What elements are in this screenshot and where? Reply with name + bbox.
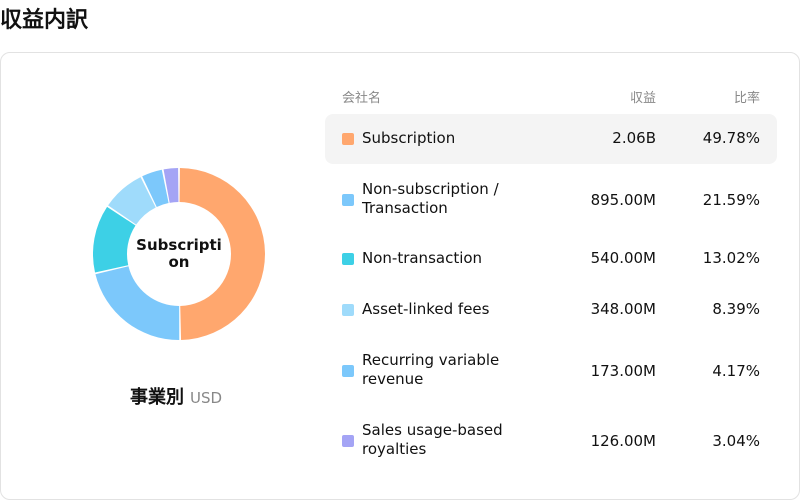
donut-slice-0[interactable] [179, 168, 265, 340]
legend-swatch [342, 365, 354, 377]
legend-swatch [342, 253, 354, 265]
row-percent: 3.04% [712, 432, 760, 450]
row-percent: 8.39% [712, 300, 760, 318]
donut-svg [93, 168, 265, 340]
donut-chart: Subscription [93, 165, 265, 343]
row-value: 2.06B [612, 129, 656, 147]
donut-slice-5[interactable] [163, 168, 179, 203]
donut-slice-2[interactable] [93, 206, 136, 273]
row-name: Recurring variable revenue [362, 351, 500, 388]
page-title: 収益内訳 [0, 8, 89, 33]
donut-center: Subscription [93, 165, 265, 343]
segment-label: 事業別 [129, 387, 184, 408]
header-revenue: 収益 [629, 91, 656, 106]
legend-swatch [342, 435, 354, 447]
donut-slice-3[interactable] [108, 177, 156, 225]
legend-swatch [342, 133, 354, 145]
currency-unit: USD [189, 389, 223, 407]
legend-swatch [342, 194, 354, 206]
table-row[interactable]: Recurring variable revenue 173.00M 4.17% [325, 345, 777, 397]
table-row[interactable]: Subscription 2.06B 49.78% [325, 114, 777, 164]
donut-slice-1[interactable] [95, 266, 180, 340]
row-name: Subscription [362, 129, 456, 147]
row-name: Asset-linked fees [362, 300, 490, 318]
row-value: 895.00M [590, 191, 656, 209]
table-row[interactable]: Non-transaction 540.00M 13.02% [325, 236, 777, 282]
row-value: 348.00M [590, 300, 656, 318]
row-value: 173.00M [590, 362, 656, 380]
row-percent: 21.59% [702, 191, 760, 209]
row-name: Non-transaction [362, 249, 483, 267]
header-ratio: 比率 [733, 91, 760, 106]
row-percent: 13.02% [702, 249, 760, 267]
donut-slice-4[interactable] [142, 169, 169, 208]
row-percent: 4.17% [712, 362, 760, 380]
revenue-table: 会社名 収益 比率 Subscription 2.06B 49.78% Non-… [325, 83, 777, 458]
header-company: 会社名 [342, 91, 382, 106]
row-name: Sales usage-based royalties [362, 421, 503, 458]
row-value: 126.00M [590, 432, 656, 450]
row-percent: 49.78% [702, 129, 760, 147]
row-value: 540.00M [590, 249, 656, 267]
table-row[interactable]: Asset-linked fees 348.00M 8.39% [325, 287, 777, 333]
revenue-breakdown-card: Subscription 事業別 USD 会社名 収益 比率 Subscripti… [0, 52, 800, 500]
legend-swatch [342, 304, 354, 316]
table-header: 会社名 収益 比率 [325, 83, 777, 113]
table-row[interactable]: Sales usage-based royalties 126.00M 3.04… [325, 415, 777, 467]
chart-caption: 事業別 USD [1, 383, 351, 409]
row-name: Non-subscription / Transaction [362, 180, 499, 217]
donut-center-label: Subscription [136, 236, 222, 271]
table-row[interactable]: Non-subscription / Transaction 895.00M 2… [325, 174, 777, 226]
